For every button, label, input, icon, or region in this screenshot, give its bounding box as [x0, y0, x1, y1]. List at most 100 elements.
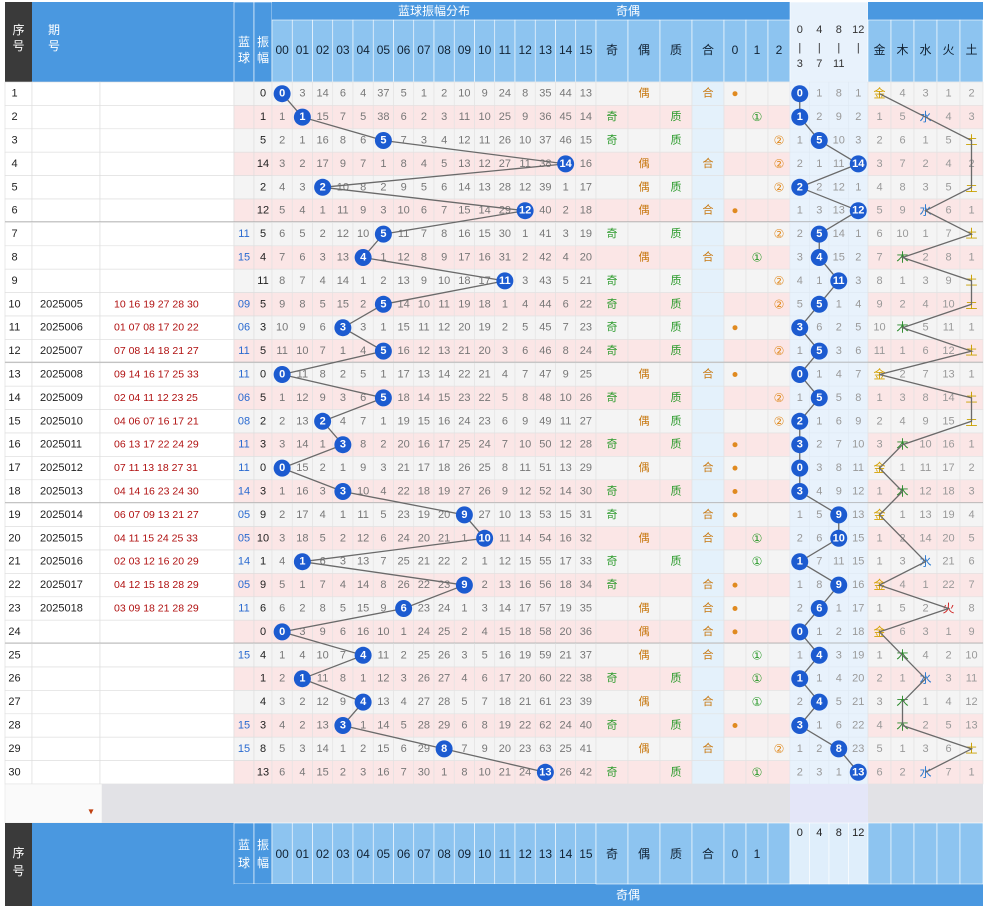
- row-blue-cell: [233, 619, 255, 644]
- row-seq: 12: [8, 345, 20, 357]
- row-element-value: 9: [876, 298, 882, 310]
- row-issue-cell: [31, 666, 101, 691]
- row-prime-composite: 合: [703, 367, 714, 381]
- road0-marker: [732, 465, 738, 471]
- header-parity-title-cell: [596, 2, 660, 20]
- row-element-value: 3: [922, 743, 928, 755]
- row-amp: 0: [260, 462, 266, 474]
- row-element-value: 1: [876, 556, 882, 568]
- row-composite-cell: [691, 713, 725, 738]
- row-element-value: 3: [945, 673, 951, 685]
- row-road-cell: [723, 128, 747, 153]
- row-element-value: 6: [945, 743, 951, 755]
- row-element-value: 6: [876, 228, 882, 240]
- row-parity: 奇: [607, 227, 618, 240]
- zone-ball-label: 3: [797, 720, 803, 732]
- row-parity: 奇: [607, 297, 618, 310]
- row-dist-value: 9: [320, 392, 326, 404]
- row-reds: 03 09 18 21 28 29: [114, 603, 199, 615]
- road1-marker: ①: [752, 672, 763, 686]
- header-zone-label: 0: [797, 24, 803, 36]
- row-dist-value: 12: [317, 696, 329, 708]
- row-dist-value: 4: [421, 158, 427, 170]
- row-dist-value: 20: [580, 252, 592, 264]
- row-dist-value: 8: [320, 369, 326, 381]
- row-dist-value: 16: [398, 345, 410, 357]
- row-dist-value: 50: [539, 439, 551, 451]
- row-dist-value: 11: [297, 369, 308, 381]
- zone-ball-label: 2: [797, 415, 803, 427]
- row-seq: 27: [8, 696, 20, 708]
- header-zone-label-part: 3: [797, 58, 803, 70]
- zone-ball-label: 3: [797, 486, 803, 498]
- row-blue: 15: [238, 743, 250, 755]
- row-element-value: 6: [968, 556, 974, 568]
- row-dist-value: 4: [279, 181, 285, 193]
- row-dist-value: 14: [317, 743, 329, 755]
- row-road-cell: [767, 619, 791, 644]
- row-amp: 3: [260, 720, 266, 732]
- row-seq: 15: [8, 415, 20, 427]
- row-dist-value: 22: [560, 673, 572, 685]
- row-dist-value: 12: [418, 345, 430, 357]
- row-dist-value: 14: [519, 532, 531, 544]
- row-dist-value: 18: [458, 275, 470, 287]
- zone-ball-label: 0: [797, 462, 803, 474]
- header-road-label: 2: [776, 43, 783, 57]
- row-element-value: 6: [876, 766, 882, 778]
- row-zone-value: 3: [816, 766, 822, 778]
- row-dist-value: 8: [522, 392, 528, 404]
- row-dist-value: 8: [401, 158, 407, 170]
- footer-amp-col-label: 15: [579, 847, 593, 861]
- row-dist-value: 49: [539, 415, 551, 427]
- row-prime-cell: [659, 619, 693, 644]
- row-even-cell: [627, 549, 661, 574]
- row-dist-value: 6: [360, 392, 366, 404]
- row-dist-value: 5: [279, 205, 285, 217]
- header-zone-label-part: |: [798, 42, 801, 54]
- row-element-value: 1: [876, 649, 882, 661]
- row-road-cell: [745, 315, 769, 340]
- road0-marker: [732, 723, 738, 728]
- row-seq: 18: [8, 486, 20, 498]
- row-road-cell: [723, 385, 747, 410]
- header-road-label: 1: [754, 43, 761, 57]
- row-element-value: 9: [899, 205, 905, 217]
- header-prime-label: 质: [670, 43, 682, 57]
- row-zone-value: 23: [852, 743, 864, 755]
- row-dist-value: 37: [580, 649, 592, 661]
- row-dist-value: 53: [539, 509, 551, 521]
- row-dist-value: 3: [299, 626, 305, 638]
- row-prime-composite: 质: [671, 297, 682, 310]
- footer-issue-cell: [32, 823, 234, 906]
- row-prime-composite: 合: [703, 647, 714, 661]
- row-zone-value: 16: [852, 579, 864, 591]
- row-amp: 2: [260, 181, 266, 193]
- amplitude-ball-label: 4: [360, 696, 367, 708]
- row-dist-value: 18: [438, 462, 450, 474]
- row-parity: 奇: [607, 134, 618, 147]
- row-dist-value: 17: [580, 181, 592, 193]
- row-prime-composite: 质: [671, 321, 682, 334]
- row-dist-value: 1: [502, 298, 508, 310]
- row-parity: 偶: [639, 531, 650, 544]
- row-dist-value: 6: [360, 135, 366, 147]
- footer-element-cell: [959, 822, 984, 885]
- row-dist-value: 9: [522, 111, 528, 123]
- row-zone-value: 1: [855, 181, 861, 193]
- row-dist-value: 9: [320, 626, 326, 638]
- row-dist-value: 20: [398, 439, 410, 451]
- row-dist-value: 2: [299, 158, 305, 170]
- row-dist-value: 24: [479, 439, 491, 451]
- row-zone-value: 1: [836, 298, 842, 310]
- row-element-value: 12: [965, 696, 977, 708]
- footer-blue-label-2: 球: [238, 856, 250, 870]
- row-dist-value: 2: [522, 252, 528, 264]
- row-zone-value: 10: [852, 439, 864, 451]
- row-issue-cell: [31, 736, 101, 761]
- row-dist-value: 30: [499, 228, 511, 240]
- row-dist-value: 1: [360, 673, 366, 685]
- row-blue: 11: [238, 345, 249, 357]
- row-prime-composite: 合: [703, 156, 714, 170]
- row-dist-value: 44: [539, 298, 551, 310]
